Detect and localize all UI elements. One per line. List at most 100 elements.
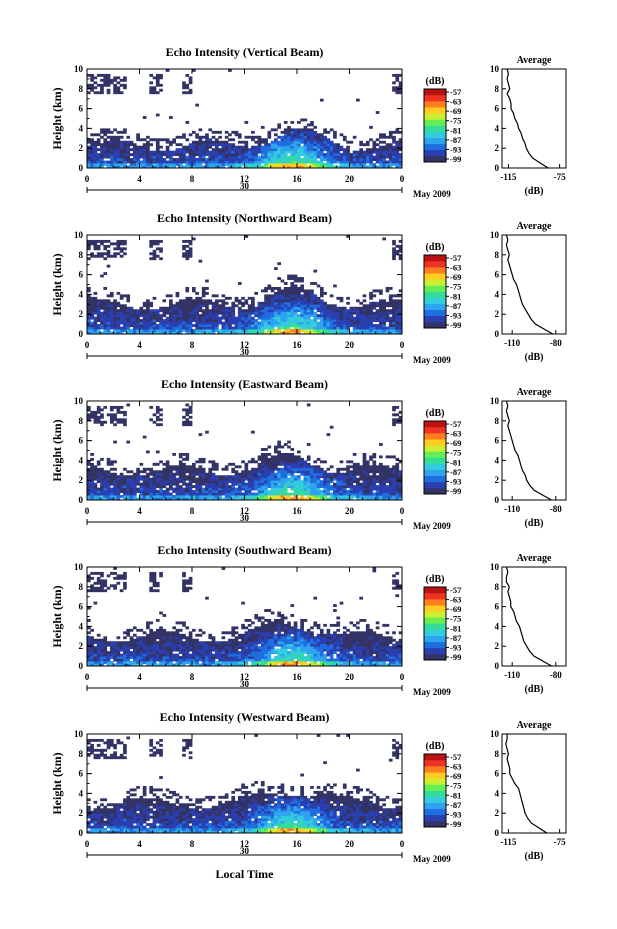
heatmap-cell (100, 316, 104, 320)
heatmap-cell (159, 153, 163, 157)
heatmap-cell (182, 165, 186, 169)
heatmap-cell (123, 130, 127, 134)
heatmap-cell (90, 145, 94, 149)
heatmap-cell (365, 480, 370, 484)
heatmap-cell (349, 495, 354, 498)
heatmap-cell (152, 155, 157, 159)
heatmap-cell (96, 311, 101, 315)
heatmap-cell (172, 309, 176, 313)
heatmap-cell (172, 153, 176, 157)
heatmap-cell (103, 155, 108, 159)
heatmap-cell (87, 299, 91, 303)
heatmap-cell (267, 155, 272, 159)
heatmap-cell (152, 658, 157, 662)
heatmap-cell (100, 150, 104, 154)
heatmap-cell (126, 311, 131, 315)
heatmap-cell (280, 163, 285, 166)
heatmap-cell (359, 324, 364, 327)
heatmap-cell (293, 130, 298, 134)
heatmap-cell (395, 86, 400, 90)
heatmap-cell (369, 497, 373, 501)
heatmap-cell (385, 480, 390, 484)
heatmap-cell (260, 487, 265, 491)
heatmap-cell (362, 480, 367, 484)
heatmap-cell (198, 324, 203, 327)
heatmap-cell (306, 299, 311, 303)
heatmap-cell (228, 490, 232, 493)
heatmap-cell (195, 140, 199, 144)
heatmap-cell (336, 485, 341, 489)
heatmap-cell (260, 495, 265, 498)
heatmap-cell (392, 311, 396, 315)
heatmap-cell (274, 331, 278, 335)
heatmap-cell (280, 138, 285, 142)
heatmap-cell (155, 641, 160, 645)
heatmap-cell (155, 150, 160, 154)
heatmap-cell (297, 477, 301, 481)
heatmap-cell (270, 490, 275, 493)
heatmap-cell (103, 319, 108, 323)
heatmap-cell (188, 465, 193, 469)
heatmap-cell (319, 145, 324, 149)
heatmap-cell (369, 314, 373, 318)
heatmap-cell (159, 408, 163, 412)
heatmap-cell (231, 314, 236, 318)
heatmap-cell (139, 314, 144, 318)
heatmap-cell (103, 656, 108, 659)
heatmap-cell (123, 319, 127, 323)
heatmap-cell (172, 658, 176, 662)
heatmap-cell (119, 663, 124, 667)
heatmap-cell (139, 490, 144, 493)
heatmap-cell (182, 311, 186, 315)
heatmap-cell (385, 286, 390, 290)
heatmap-cell (139, 145, 144, 149)
heatmap-cell (90, 643, 94, 647)
heatmap-cell (372, 289, 377, 293)
heatmap-cell (96, 160, 101, 164)
heatmap-cell (260, 125, 265, 129)
heatmap-cell (100, 656, 104, 659)
heatmap-cell (214, 321, 219, 325)
heatmap-cell (218, 495, 222, 498)
heatmap-cell (93, 648, 98, 652)
heatmap-cell (178, 150, 183, 154)
heatmap-cell (132, 145, 137, 149)
heatmap-cell (379, 462, 383, 466)
heatmap-cell (382, 485, 386, 489)
heatmap-cell (297, 470, 301, 474)
heatmap-cell (146, 316, 150, 320)
heatmap-cell (372, 482, 377, 486)
heatmap-cell (178, 452, 183, 456)
heatmap-cell (342, 485, 347, 489)
heatmap-cell (356, 98, 360, 102)
heatmap-cell (188, 314, 193, 318)
heatmap-cell (205, 158, 209, 161)
heatmap-cell (221, 497, 226, 501)
heatmap-cell (280, 316, 285, 320)
heatmap-cell (362, 294, 367, 298)
heatmap-cell (90, 480, 94, 484)
heatmap-cell (241, 311, 245, 315)
heatmap-cell (103, 490, 108, 493)
heatmap-cell (152, 492, 157, 496)
heatmap-cell (326, 487, 331, 491)
heatmap-cell (208, 163, 213, 166)
heatmap-cell (126, 155, 131, 159)
heatmap-cell (185, 470, 190, 474)
heatmap-cell (342, 477, 347, 481)
heatmap-cell (149, 643, 154, 647)
heatmap-cell (251, 153, 255, 157)
heatmap-cell (260, 482, 265, 486)
heatmap-cell (172, 631, 176, 635)
heatmap-cell (93, 420, 98, 424)
heatmap-cell (201, 331, 206, 335)
heatmap-cell (362, 155, 367, 159)
heatmap-cell (264, 311, 268, 315)
heatmap-cell (192, 143, 196, 147)
heatmap-cell (356, 155, 360, 159)
colorbar-tick-label: -69 (450, 272, 461, 282)
heatmap-cell (208, 331, 213, 335)
heatmap-cell (129, 641, 134, 645)
heatmap-cell (87, 418, 91, 422)
heatmap-cell (195, 133, 199, 137)
